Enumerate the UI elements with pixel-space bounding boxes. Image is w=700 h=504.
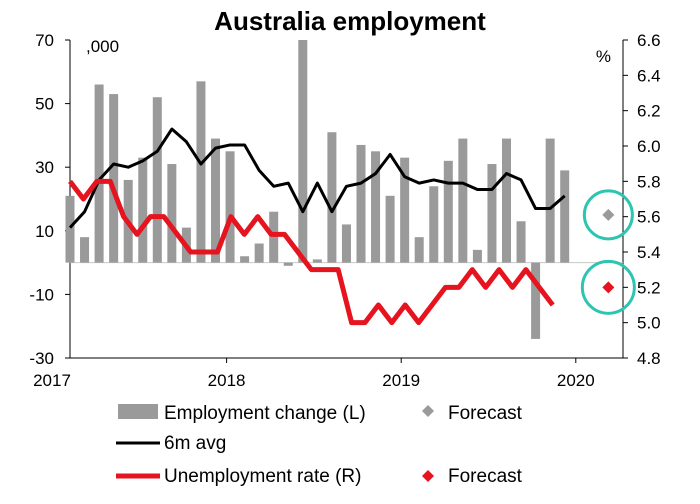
employment-change-bar [531, 262, 541, 339]
employment-change-bar [414, 237, 424, 263]
six-month-avg-line [68, 127, 566, 229]
employment-change-bar [138, 157, 148, 263]
employment-change-bar [487, 164, 497, 263]
employment-change-bar [254, 243, 264, 263]
employment-change-bar [167, 164, 177, 263]
right-axis-tick-label: 4.8 [637, 349, 661, 368]
employment-change-bar [356, 144, 366, 263]
right-axis-tick-label: 5.2 [637, 278, 661, 297]
employment-change-bar [385, 195, 395, 263]
employment-change-bar [283, 262, 293, 266]
employment-change-bar [152, 97, 162, 263]
x-axis-tick-label: 2020 [557, 371, 595, 390]
employment-change-bar [269, 211, 279, 263]
employment-change-bar [443, 160, 453, 263]
employment-change-bar [225, 151, 235, 263]
employment-change-bar [400, 157, 410, 263]
right-axis-tick-label: 5.6 [637, 208, 661, 227]
right-axis-tick-label: 5.0 [637, 314, 661, 333]
left-axis-tick-label: 50 [35, 95, 54, 114]
employment-change-bar [560, 170, 570, 263]
employment-change-bar [429, 186, 439, 263]
employment-change-bar [298, 40, 308, 263]
employment-forecast-highlight [582, 189, 634, 241]
right-axis-tick-label: 5.4 [637, 243, 661, 262]
employment-change-bar [211, 138, 220, 263]
right-axis-tick-label: 5.8 [637, 172, 661, 191]
employment-change-bar [327, 132, 337, 263]
employment-change-bar [240, 256, 250, 263]
legend-swatch-unemployment-forecast [422, 470, 434, 482]
legend-label-unemployment-rate: Unemployment rate (R) [164, 466, 361, 487]
left-axis-unit-label: ,000 [86, 37, 119, 56]
employment-change-bar [341, 224, 351, 263]
employment-change-bar [109, 94, 119, 263]
employment-change-bar [472, 249, 482, 263]
employment-change-bar [80, 237, 90, 263]
x-axis-tick-label: 2017 [33, 371, 71, 390]
x-axis-tick-label: 2018 [208, 371, 246, 390]
left-axis-tick-label: 30 [35, 158, 54, 177]
employment-forecast-marker [602, 208, 615, 221]
left-axis-tick-label: 10 [35, 222, 54, 241]
unemployment-forecast-marker [602, 281, 615, 294]
unemployment-forecast-highlight [580, 259, 636, 315]
employment-change-bar [458, 138, 468, 263]
right-axis-tick-label: 6.4 [637, 66, 661, 85]
x-axis-tick-label: 2019 [382, 371, 420, 390]
legend-label-unemployment-forecast: Forecast [448, 466, 523, 487]
employment-change-bar [196, 81, 206, 263]
employment-change-bar [371, 151, 381, 263]
employment-change-bar [312, 259, 322, 263]
unemployment-rate-line [68, 178, 555, 326]
right-axis-unit-label: % [596, 47, 611, 66]
legend-swatch-employment-change [118, 404, 158, 419]
legend-label-employment-change: Employment change (L) [164, 403, 366, 424]
chart-title: Australia employment [214, 6, 486, 36]
employment-change-bar [516, 221, 526, 263]
left-axis-tick-label: -30 [29, 349, 54, 368]
left-axis-tick-label: -10 [29, 285, 54, 304]
right-axis-tick-label: 6.6 [637, 31, 661, 50]
right-axis-tick-label: 6.0 [637, 137, 661, 156]
legend-label-six-month-avg: 6m avg [164, 433, 226, 454]
employment-change-bar [94, 84, 104, 263]
right-axis-tick-label: 6.2 [637, 102, 661, 121]
legend-label-employment-forecast: Forecast [448, 403, 523, 424]
employment-change-bar [65, 195, 75, 263]
employment-change-bar [502, 138, 511, 263]
left-axis-tick-label: 70 [35, 31, 54, 50]
legend-swatch-employment-forecast [422, 405, 434, 417]
employment-change-bar [545, 138, 555, 263]
